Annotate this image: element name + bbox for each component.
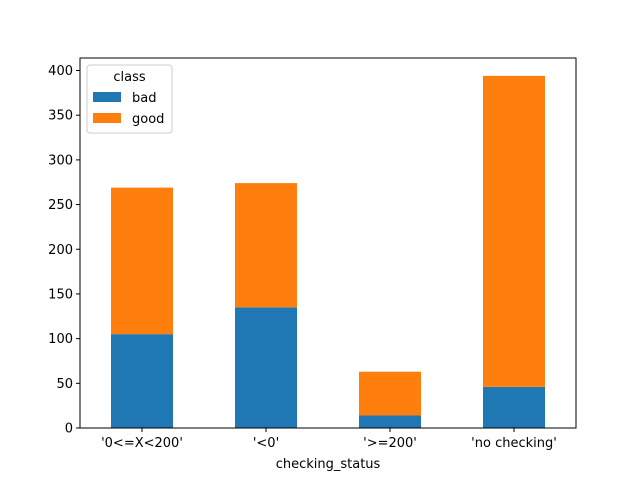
- y-tick-label: 250: [48, 198, 73, 213]
- bar-bad-0: [111, 334, 173, 428]
- y-tick-label: 200: [48, 243, 73, 258]
- plot-frame: [79, 57, 577, 429]
- x-axis-label: checking_status: [276, 457, 381, 472]
- bar-good-1: [235, 183, 297, 308]
- bars-layer: [111, 75, 545, 428]
- bar-good-0: [111, 187, 173, 335]
- y-tick-label: 50: [56, 377, 73, 392]
- bar-good-2: [359, 371, 421, 416]
- y-tick-label: 100: [48, 332, 73, 347]
- legend: class bad good: [86, 64, 173, 134]
- bar-bad-2: [359, 415, 421, 428]
- bar-good-3: [483, 75, 545, 387]
- bar-bad-1: [235, 307, 297, 428]
- y-axis: 0 50 100 150 200 250 300 350 400: [48, 64, 80, 437]
- legend-label-bad: bad: [132, 91, 156, 106]
- legend-swatch-good: [93, 113, 121, 123]
- y-tick-label: 0: [65, 422, 73, 437]
- y-tick-label: 150: [48, 287, 73, 302]
- x-axis: '0<=X<200' '<0' '>=200' 'no checking': [101, 428, 557, 451]
- x-tick-label: '0<=X<200': [101, 436, 183, 451]
- legend-label-good: good: [132, 112, 164, 127]
- x-tick-label: 'no checking': [471, 436, 557, 451]
- legend-title: class: [113, 70, 145, 85]
- y-tick-label: 300: [48, 153, 73, 168]
- bar-bad-3: [483, 386, 545, 428]
- x-tick-label: '<0': [253, 436, 279, 451]
- y-tick-label: 350: [48, 109, 73, 124]
- x-tick-label: '>=200': [363, 436, 417, 451]
- y-tick-label: 400: [48, 64, 73, 79]
- legend-swatch-bad: [93, 92, 121, 102]
- legend-items: bad good: [93, 91, 164, 127]
